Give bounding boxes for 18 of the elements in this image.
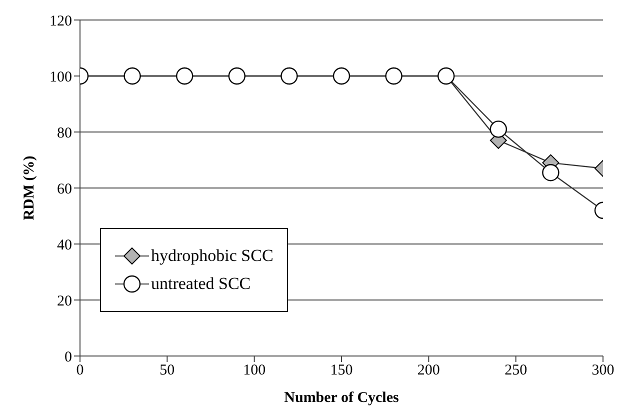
legend-label: untreated SCC bbox=[151, 274, 251, 294]
x-tick-label: 200 bbox=[417, 362, 440, 379]
x-axis-title: Number of Cycles bbox=[284, 390, 400, 406]
x-tick-label: 0 bbox=[76, 362, 84, 379]
x-tick-label: 50 bbox=[160, 362, 175, 379]
y-tick-label: 120 bbox=[50, 13, 72, 30]
x-tick-label: 300 bbox=[592, 362, 614, 379]
y-tick-label: 40 bbox=[57, 237, 72, 254]
x-tick-label: 250 bbox=[504, 362, 528, 379]
y-tick-label: 0 bbox=[64, 349, 72, 366]
legend-label: hydrophobic SCC bbox=[151, 246, 274, 266]
y-tick-label: 60 bbox=[57, 181, 72, 198]
y-tick-label: 80 bbox=[57, 125, 72, 142]
x-tick-label: 150 bbox=[330, 362, 353, 379]
y-tick-label: 100 bbox=[50, 69, 72, 86]
x-tick-label: 100 bbox=[243, 362, 266, 379]
y-axis-title: RDM (%) bbox=[21, 156, 38, 220]
y-tick-label: 20 bbox=[57, 293, 72, 310]
